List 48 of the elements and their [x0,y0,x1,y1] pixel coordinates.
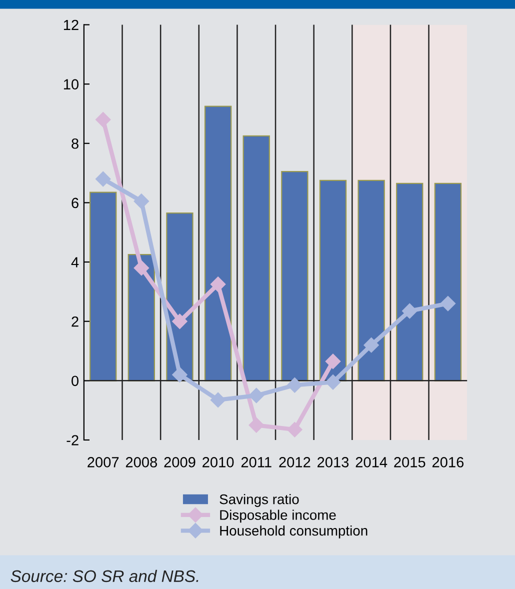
point [134,260,149,276]
point [134,194,149,209]
point [172,367,188,382]
x-tick-label: 2015 [394,457,426,468]
bar [90,192,117,382]
point [287,378,302,393]
x-tick-label: 2016 [432,457,464,468]
y-tick-label: 8 [72,138,78,149]
bar [396,182,424,382]
bar [319,180,347,382]
point [325,374,341,390]
legend-label: Household consumption [220,525,368,538]
point [364,338,379,353]
point [248,418,264,433]
x-tick-label: 2011 [241,457,272,468]
y-tick-label: 10 [64,79,79,90]
x-tick-label: 2013 [318,457,349,468]
bar [434,182,462,382]
point [248,388,264,404]
x-tick-label: 2008 [126,457,158,468]
source-note: Source: SO SR and NBS. [10,570,198,582]
point [325,354,341,369]
y-tick-label: -2 [66,435,78,446]
x-tick-label: 2014 [356,457,388,468]
point [440,296,456,312]
bar [204,106,232,382]
point [96,112,111,128]
x-tick-label: 2010 [202,457,234,468]
point [172,314,188,329]
point [210,392,226,408]
point [210,276,226,292]
x-tick-label: 2009 [164,457,196,468]
bar [128,254,155,382]
bar [281,171,308,382]
y-tick-label: 0 [72,376,79,386]
bar [242,135,270,382]
x-tick-label: 2007 [88,457,119,468]
legend-label: Disposable income [220,510,336,523]
y-tick-label: 2 [72,316,78,327]
x-tick-label: 2012 [279,457,310,468]
point [402,303,418,319]
y-tick-label: 6 [72,198,78,208]
point [96,171,111,187]
y-tick-label: 12 [64,20,78,30]
legend-label: Savings ratio [220,494,299,507]
point [287,422,302,438]
y-tick-label: 4 [71,257,79,268]
bar [358,180,385,382]
